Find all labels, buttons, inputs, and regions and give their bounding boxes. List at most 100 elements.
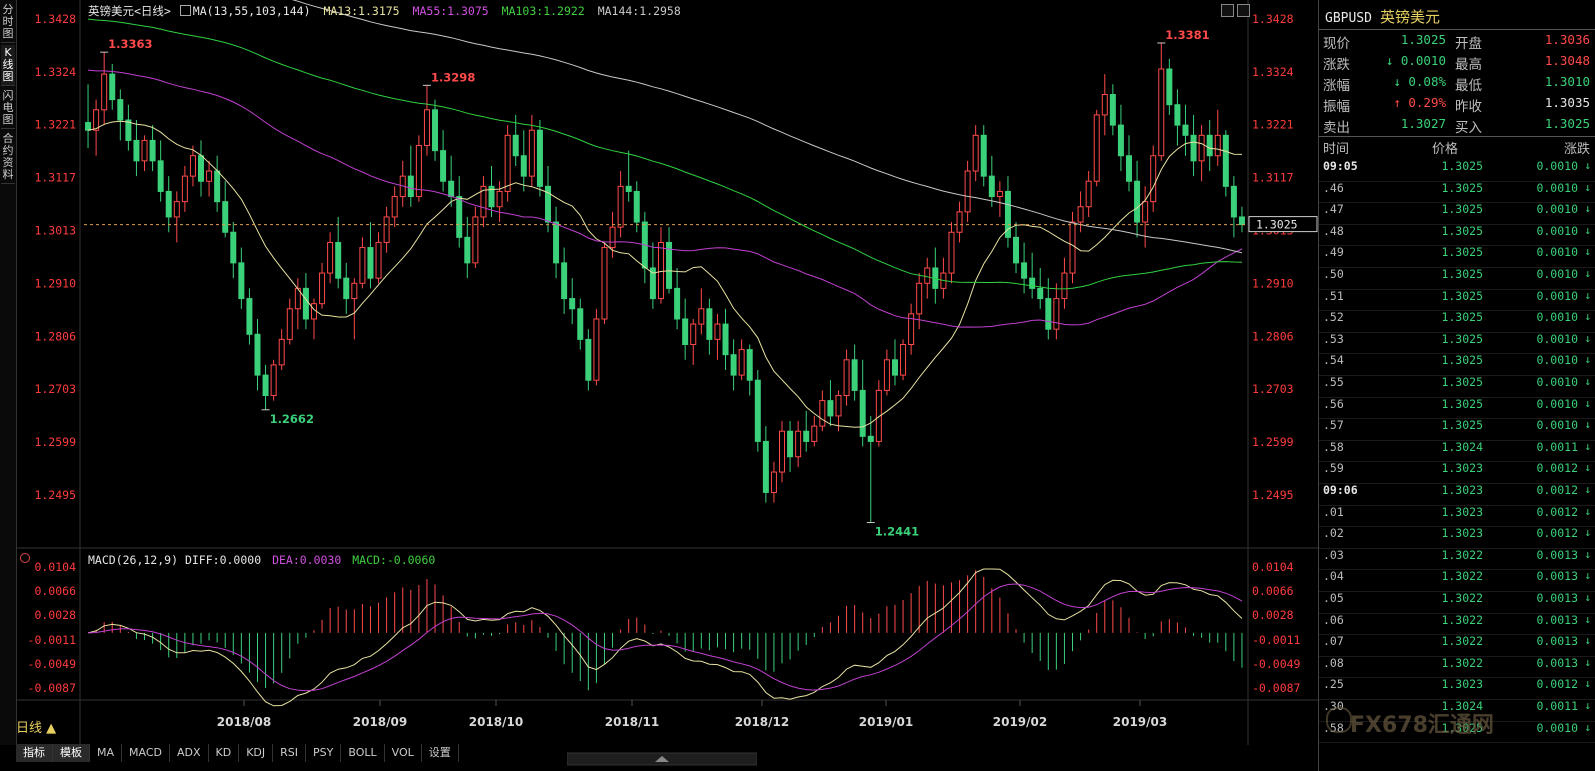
tick-row: .54 1.3025 0.0010 ↓ (1319, 353, 1595, 376)
ma144-value: MA144:1.2958 (598, 4, 681, 18)
candle-body (1126, 156, 1131, 182)
price-axis-left-label: 1.2495 (34, 488, 76, 502)
current-price-tag: 1.3025 (1256, 218, 1298, 232)
tick-change: 0.0012 (1536, 526, 1578, 540)
indicator-tab[interactable]: PSY (306, 744, 341, 762)
down-arrow-icon: ↓ (1584, 548, 1591, 561)
macd-spec[interactable]: MACD(26,12,9) (88, 553, 178, 567)
indicator-tab[interactable]: 模板 (53, 744, 90, 762)
view-tab[interactable]: 合约资料 (1, 131, 15, 184)
watermark-logo-icon (1326, 707, 1352, 733)
indicator-tab[interactable]: KDJ (239, 744, 273, 762)
extreme-label-low2: 1.2441 (875, 525, 919, 539)
candle-body (892, 360, 897, 375)
tick-row: .49 1.3025 0.0010 ↓ (1319, 245, 1595, 268)
view-tab[interactable]: K线图 (1, 45, 15, 86)
tick-change: 0.0010 (1536, 267, 1578, 281)
date-label: 2018/10 (469, 715, 523, 729)
candle-body (1102, 95, 1107, 115)
macd-axis-left-label: 0.0104 (34, 560, 76, 574)
indicator-tab[interactable]: RSI (273, 744, 306, 762)
price-axis-left-label: 1.2703 (34, 382, 76, 396)
candle-body (683, 319, 688, 345)
quote-value: ↓ 0.08% (1393, 74, 1446, 89)
ma-spec[interactable]: MA(13,55,103,144) (193, 4, 311, 18)
indicator-tab[interactable]: ADX (170, 744, 209, 762)
date-label: 2018/11 (605, 715, 659, 729)
candle-body (731, 355, 736, 375)
candle-body (199, 156, 204, 182)
candle-body (336, 242, 341, 278)
indicator-tab[interactable]: KD (209, 744, 240, 762)
indicator-settings-icon[interactable] (20, 553, 30, 563)
candle-body (1207, 135, 1212, 155)
candle-body (150, 140, 155, 160)
period-label[interactable]: <日线> (134, 4, 171, 18)
macd-axis-right-label: -0.0049 (1252, 657, 1301, 671)
down-arrow-icon: ↓ (1584, 721, 1591, 734)
down-arrow-icon: ↓ (1584, 483, 1591, 496)
candle-body (747, 350, 752, 381)
price-axis-right-label: 1.2806 (1252, 329, 1294, 343)
candle-body (287, 309, 292, 340)
tick-change: 0.0010 (1536, 202, 1578, 216)
candle-body (578, 309, 583, 340)
tick-row: .59 1.3023 0.0012 ↓ (1319, 461, 1595, 484)
indicator-tab[interactable]: 指标 (16, 744, 53, 762)
candle-body (279, 339, 284, 365)
close-window-icon[interactable] (1237, 4, 1250, 17)
tick-time: .59 (1323, 461, 1344, 475)
tick-time: .47 (1323, 202, 1344, 216)
indicator-tab[interactable]: MA (90, 744, 122, 762)
tick-row: .03 1.3022 0.0013 ↓ (1319, 548, 1595, 571)
candle-body (973, 135, 978, 171)
tick-row: .06 1.3022 0.0013 ↓ (1319, 613, 1595, 636)
view-tab[interactable]: 闪电图 (1, 88, 15, 129)
candle-body (118, 100, 123, 120)
tick-price: 1.3025 (1417, 375, 1483, 389)
price-axis-left-label: 1.3117 (34, 171, 76, 185)
quote-label: 卖出 (1323, 116, 1350, 136)
ma-settings-icon[interactable] (180, 5, 191, 16)
tick-change: 0.0013 (1536, 656, 1578, 670)
quote-value: 1.3027 (1401, 116, 1446, 131)
price-axis-left-label: 1.2599 (34, 435, 76, 449)
candle-body (134, 140, 139, 160)
down-arrow-icon: ↓ (1584, 224, 1591, 237)
view-tab[interactable]: 分时图 (1, 2, 15, 43)
tick-price: 1.3022 (1417, 569, 1483, 583)
candle-body (1038, 288, 1043, 298)
macd-dea: DEA:0.0030 (272, 553, 341, 567)
extreme-label-high3: 1.3381 (1165, 28, 1209, 42)
restore-window-icon[interactable] (1221, 4, 1234, 17)
indicator-tab[interactable]: 设置 (422, 744, 459, 762)
tick-header-change: 涨跌 (1564, 138, 1590, 157)
tick-row: .47 1.3025 0.0010 ↓ (1319, 202, 1595, 225)
tick-price: 1.3025 (1417, 245, 1483, 259)
quote-row: 涨跌 ↓ 0.0010 最高 1.3048 (1319, 53, 1595, 74)
candle-body (1014, 237, 1019, 263)
candle-body (1167, 69, 1172, 105)
indicator-tab[interactable]: VOL (385, 744, 422, 762)
tick-price: 1.3025 (1417, 332, 1483, 346)
candle-body (1191, 135, 1196, 161)
down-arrow-icon: ↓ (1584, 526, 1591, 539)
candle-body (723, 324, 728, 355)
down-arrow-icon: ↓ (1584, 505, 1591, 518)
price-axis-right-label: 1.2599 (1252, 435, 1294, 449)
candle-body (1231, 186, 1236, 217)
quote-label: 最高 (1455, 53, 1482, 73)
indicator-tab[interactable]: MACD (122, 744, 170, 762)
tick-row: .48 1.3025 0.0010 ↓ (1319, 224, 1595, 247)
ma144-line (88, 0, 1242, 253)
tick-time: .51 (1323, 289, 1344, 303)
chart-scroll-handle[interactable] (567, 752, 757, 766)
indicator-tab[interactable]: BOLL (341, 744, 384, 762)
candle-body (182, 176, 187, 202)
quote-label: 买入 (1455, 116, 1482, 136)
macd-axis-right-label: 0.0066 (1252, 584, 1294, 598)
down-arrow-icon: ↓ (1584, 245, 1591, 258)
chart-area[interactable]: 1.3428 1.3324 1.3221 1.3117 1.3013 1.2910 1.28… (16, 0, 1318, 745)
date-label: 2018/08 (217, 715, 271, 729)
candle-body (570, 299, 575, 309)
